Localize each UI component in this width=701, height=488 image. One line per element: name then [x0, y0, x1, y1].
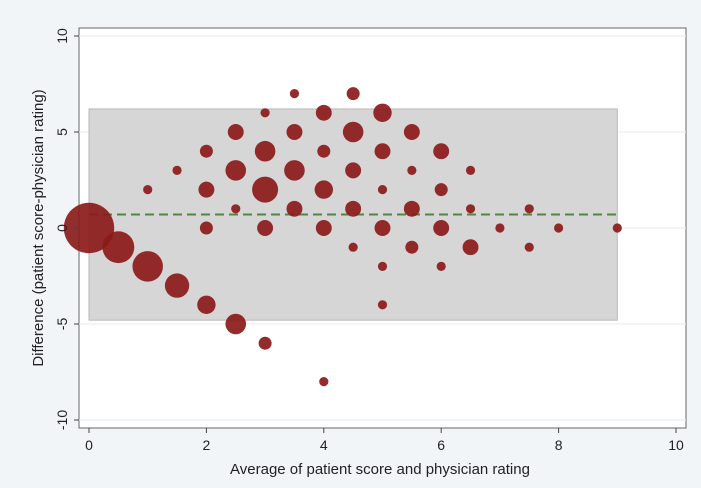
data-point — [315, 104, 332, 121]
data-point — [198, 181, 215, 198]
data-point — [225, 160, 247, 181]
data-point — [403, 124, 420, 140]
data-point — [554, 223, 564, 233]
data-point — [289, 89, 300, 99]
data-point — [436, 261, 446, 271]
data-point — [374, 220, 391, 236]
data-point — [284, 160, 305, 181]
x-tick-label: 2 — [203, 437, 211, 453]
data-point — [373, 103, 392, 123]
y-tick-label: 0 — [54, 224, 70, 232]
data-point — [377, 300, 388, 310]
data-point — [164, 273, 190, 298]
data-point — [143, 185, 153, 195]
data-point — [231, 204, 241, 214]
y-tick-label: -5 — [54, 318, 70, 331]
data-point — [342, 121, 364, 143]
y-tick-label: -10 — [54, 410, 70, 430]
data-point — [465, 165, 476, 175]
x-axis: 0 2 4 6 8 10 — [85, 428, 684, 453]
data-point — [199, 144, 213, 158]
data-point — [434, 183, 448, 197]
x-axis-title: Average of patient score and physician r… — [230, 461, 530, 478]
data-point — [254, 140, 276, 162]
data-point — [345, 162, 362, 179]
data-points — [63, 87, 622, 387]
data-point — [407, 165, 417, 175]
y-axis-title: Difference (patient score-physician rati… — [30, 89, 47, 366]
data-point — [225, 313, 247, 335]
data-point — [63, 202, 115, 254]
y-tick-label: 5 — [54, 128, 70, 136]
data-point — [258, 336, 272, 350]
data-point — [612, 223, 622, 233]
data-point — [465, 204, 476, 214]
data-point — [172, 165, 182, 175]
data-point — [252, 176, 279, 203]
data-point — [257, 220, 274, 236]
data-point — [286, 124, 303, 140]
data-point — [319, 377, 329, 387]
data-point — [462, 239, 479, 256]
x-tick-label: 6 — [437, 437, 445, 453]
data-point — [433, 220, 450, 236]
data-point — [524, 204, 534, 214]
x-tick-label: 10 — [668, 437, 684, 453]
data-point — [524, 242, 534, 252]
data-point — [346, 87, 360, 101]
data-point — [227, 124, 244, 140]
data-point — [199, 221, 213, 235]
x-tick-label: 0 — [85, 437, 93, 453]
data-point — [102, 231, 135, 264]
data-point — [315, 220, 332, 236]
data-point — [495, 223, 505, 233]
data-point — [314, 180, 333, 199]
y-tick-label: 10 — [54, 28, 70, 44]
data-point — [433, 143, 450, 160]
data-point — [348, 242, 358, 252]
x-tick-label: 4 — [320, 437, 328, 453]
data-point — [345, 200, 362, 217]
data-point — [377, 261, 388, 271]
data-point — [377, 185, 388, 195]
data-point — [260, 108, 270, 118]
data-point — [132, 251, 163, 282]
y-axis: -10 -5 0 5 10 — [54, 28, 79, 430]
data-point — [286, 200, 303, 217]
data-point — [197, 295, 216, 314]
data-point — [317, 144, 331, 158]
x-tick-label: 8 — [555, 437, 563, 453]
data-point — [374, 143, 391, 160]
data-point — [405, 240, 419, 254]
data-point — [403, 200, 420, 217]
